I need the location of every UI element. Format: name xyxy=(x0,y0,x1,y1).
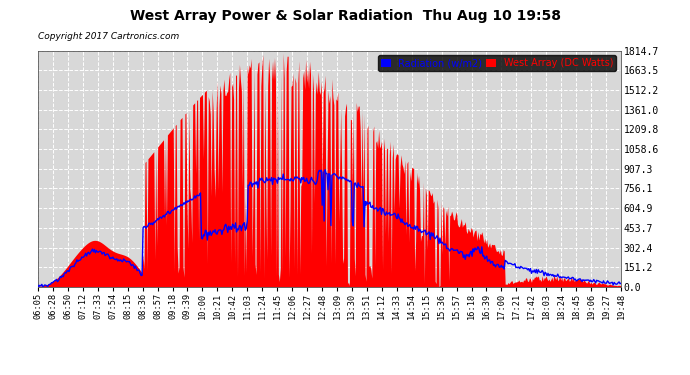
Legend: Radiation (w/m2), West Array (DC Watts): Radiation (w/m2), West Array (DC Watts) xyxy=(378,56,616,71)
Text: Copyright 2017 Cartronics.com: Copyright 2017 Cartronics.com xyxy=(38,32,179,41)
Text: West Array Power & Solar Radiation  Thu Aug 10 19:58: West Array Power & Solar Radiation Thu A… xyxy=(130,9,560,23)
